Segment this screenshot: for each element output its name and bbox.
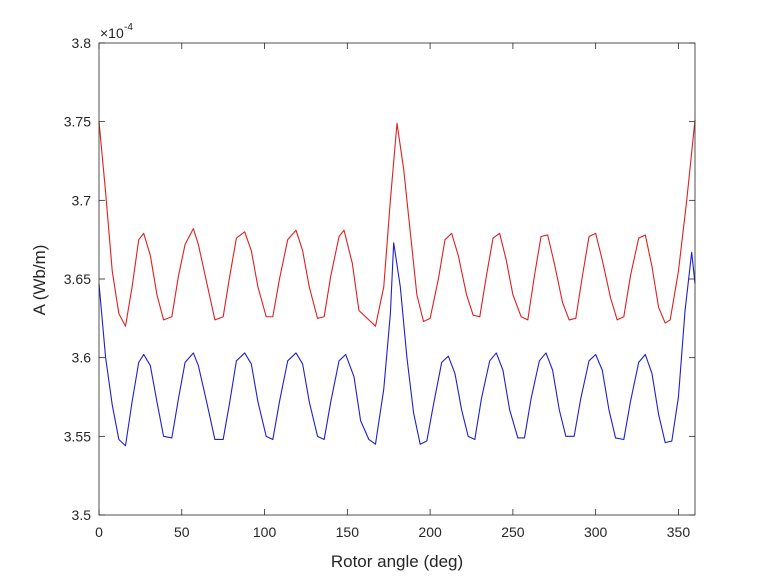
y-tick-label: 3.6 bbox=[72, 350, 92, 366]
y-exponent-base: ×10 bbox=[100, 25, 124, 41]
y-tick-label: 3.75 bbox=[64, 114, 91, 130]
x-tick-label: 150 bbox=[336, 524, 360, 540]
series-line-upper bbox=[98, 120, 696, 327]
x-tick-label: 100 bbox=[253, 524, 277, 540]
x-axis: 0 50 100 150 200 250 300 350 bbox=[95, 43, 690, 540]
x-tick-label: 300 bbox=[584, 524, 608, 540]
y-tick-label: 3.8 bbox=[72, 35, 92, 51]
x-tick-label: 50 bbox=[174, 524, 190, 540]
y-axis: 3.5 3.55 3.6 3.65 3.7 3.75 3.8 bbox=[64, 35, 695, 523]
y-tick-label: 3.55 bbox=[64, 428, 91, 444]
plot-area bbox=[99, 43, 695, 515]
y-axis-label: A (Wb/m) bbox=[30, 245, 49, 316]
y-tick-label: 3.5 bbox=[72, 507, 92, 523]
x-tick-label: 350 bbox=[667, 524, 691, 540]
y-exponent-power: -4 bbox=[124, 22, 133, 33]
x-tick-label: 250 bbox=[501, 524, 525, 540]
series-layer bbox=[98, 120, 696, 447]
x-tick-label: 0 bbox=[95, 524, 103, 540]
series-line-lower bbox=[98, 242, 696, 447]
y-exponent-label: ×10 -4 bbox=[100, 22, 133, 41]
y-tick-label: 3.65 bbox=[64, 271, 91, 287]
x-tick-label: 200 bbox=[418, 524, 442, 540]
x-axis-label: Rotor angle (deg) bbox=[331, 552, 463, 571]
y-tick-label: 3.7 bbox=[72, 192, 92, 208]
